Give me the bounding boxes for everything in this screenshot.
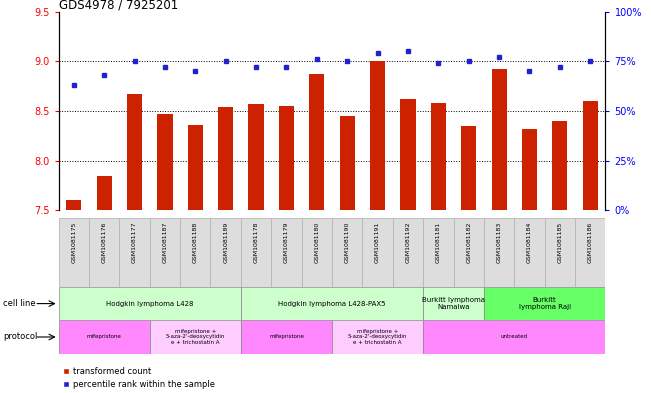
Bar (461, 126, 477, 210)
Text: GSM1081184: GSM1081184 (527, 222, 532, 263)
Bar (241, 320, 332, 354)
Text: GSM1081179: GSM1081179 (284, 222, 289, 263)
Text: Hodgkin lymphoma L428: Hodgkin lymphoma L428 (106, 301, 193, 307)
Text: GSM1081191: GSM1081191 (375, 222, 380, 263)
Bar (66, 200, 81, 210)
Bar (431, 103, 446, 210)
Text: GSM1081188: GSM1081188 (193, 222, 198, 263)
Text: mifepristone +
5-aza-2'-deoxycytidin
e + trichostatin A: mifepristone + 5-aza-2'-deoxycytidin e +… (348, 329, 408, 345)
Text: cell line: cell line (3, 299, 36, 308)
Text: GSM1081186: GSM1081186 (588, 222, 593, 263)
Text: Burkitt
lymphoma Raji: Burkitt lymphoma Raji (519, 297, 571, 310)
Bar (393, 218, 423, 287)
Text: GSM1081190: GSM1081190 (344, 222, 350, 263)
Text: Hodgkin lymphoma L428-PAX5: Hodgkin lymphoma L428-PAX5 (278, 301, 386, 307)
Bar (59, 320, 150, 354)
Text: GSM1081187: GSM1081187 (162, 222, 167, 263)
Bar (187, 125, 203, 210)
Bar (575, 218, 605, 287)
Bar (454, 218, 484, 287)
Bar (340, 116, 355, 210)
Bar (370, 61, 385, 210)
Bar (127, 94, 142, 210)
Text: GSM1081180: GSM1081180 (314, 222, 320, 263)
Bar (332, 218, 363, 287)
Bar (271, 218, 301, 287)
Bar (241, 218, 271, 287)
Bar (514, 218, 545, 287)
Bar (552, 121, 568, 210)
Bar (492, 69, 506, 210)
Legend: transformed count, percentile rank within the sample: transformed count, percentile rank withi… (62, 367, 215, 389)
Bar (522, 129, 537, 210)
Bar (484, 287, 605, 320)
Text: GSM1081185: GSM1081185 (557, 222, 562, 263)
Bar (279, 106, 294, 210)
Text: GSM1081178: GSM1081178 (253, 222, 258, 263)
Text: GSM1081177: GSM1081177 (132, 222, 137, 263)
Bar (241, 287, 423, 320)
Text: untreated: untreated (501, 334, 528, 340)
Text: Burkitt lymphoma
Namalwa: Burkitt lymphoma Namalwa (422, 297, 485, 310)
Bar (423, 218, 454, 287)
Bar (59, 218, 89, 287)
Text: GSM1081183: GSM1081183 (497, 222, 502, 263)
Bar (89, 218, 119, 287)
Bar (218, 107, 233, 210)
Bar (423, 287, 484, 320)
Text: mifepristone +
5-aza-2'-deoxycytidin
e + trichostatin A: mifepristone + 5-aza-2'-deoxycytidin e +… (165, 329, 225, 345)
Bar (119, 218, 150, 287)
Bar (309, 74, 324, 210)
Bar (400, 99, 415, 210)
Bar (423, 320, 605, 354)
Bar (158, 114, 173, 210)
Bar (484, 218, 514, 287)
Bar (180, 218, 210, 287)
Text: GSM1081181: GSM1081181 (436, 222, 441, 263)
Bar (363, 218, 393, 287)
Text: GDS4978 / 7925201: GDS4978 / 7925201 (59, 0, 178, 12)
Text: mifepristone: mifepristone (87, 334, 122, 340)
Bar (96, 176, 112, 210)
Bar (210, 218, 241, 287)
Bar (249, 104, 264, 210)
Bar (150, 320, 241, 354)
Text: mifepristone: mifepristone (269, 334, 304, 340)
Text: GSM1081176: GSM1081176 (102, 222, 107, 263)
Bar (583, 101, 598, 210)
Text: GSM1081192: GSM1081192 (406, 222, 411, 263)
Text: GSM1081175: GSM1081175 (71, 222, 76, 263)
Bar (301, 218, 332, 287)
Text: GSM1081189: GSM1081189 (223, 222, 229, 263)
Bar (150, 218, 180, 287)
Bar (332, 320, 423, 354)
Bar (545, 218, 575, 287)
Text: protocol: protocol (3, 332, 38, 342)
Bar (59, 287, 241, 320)
Text: GSM1081182: GSM1081182 (466, 222, 471, 263)
